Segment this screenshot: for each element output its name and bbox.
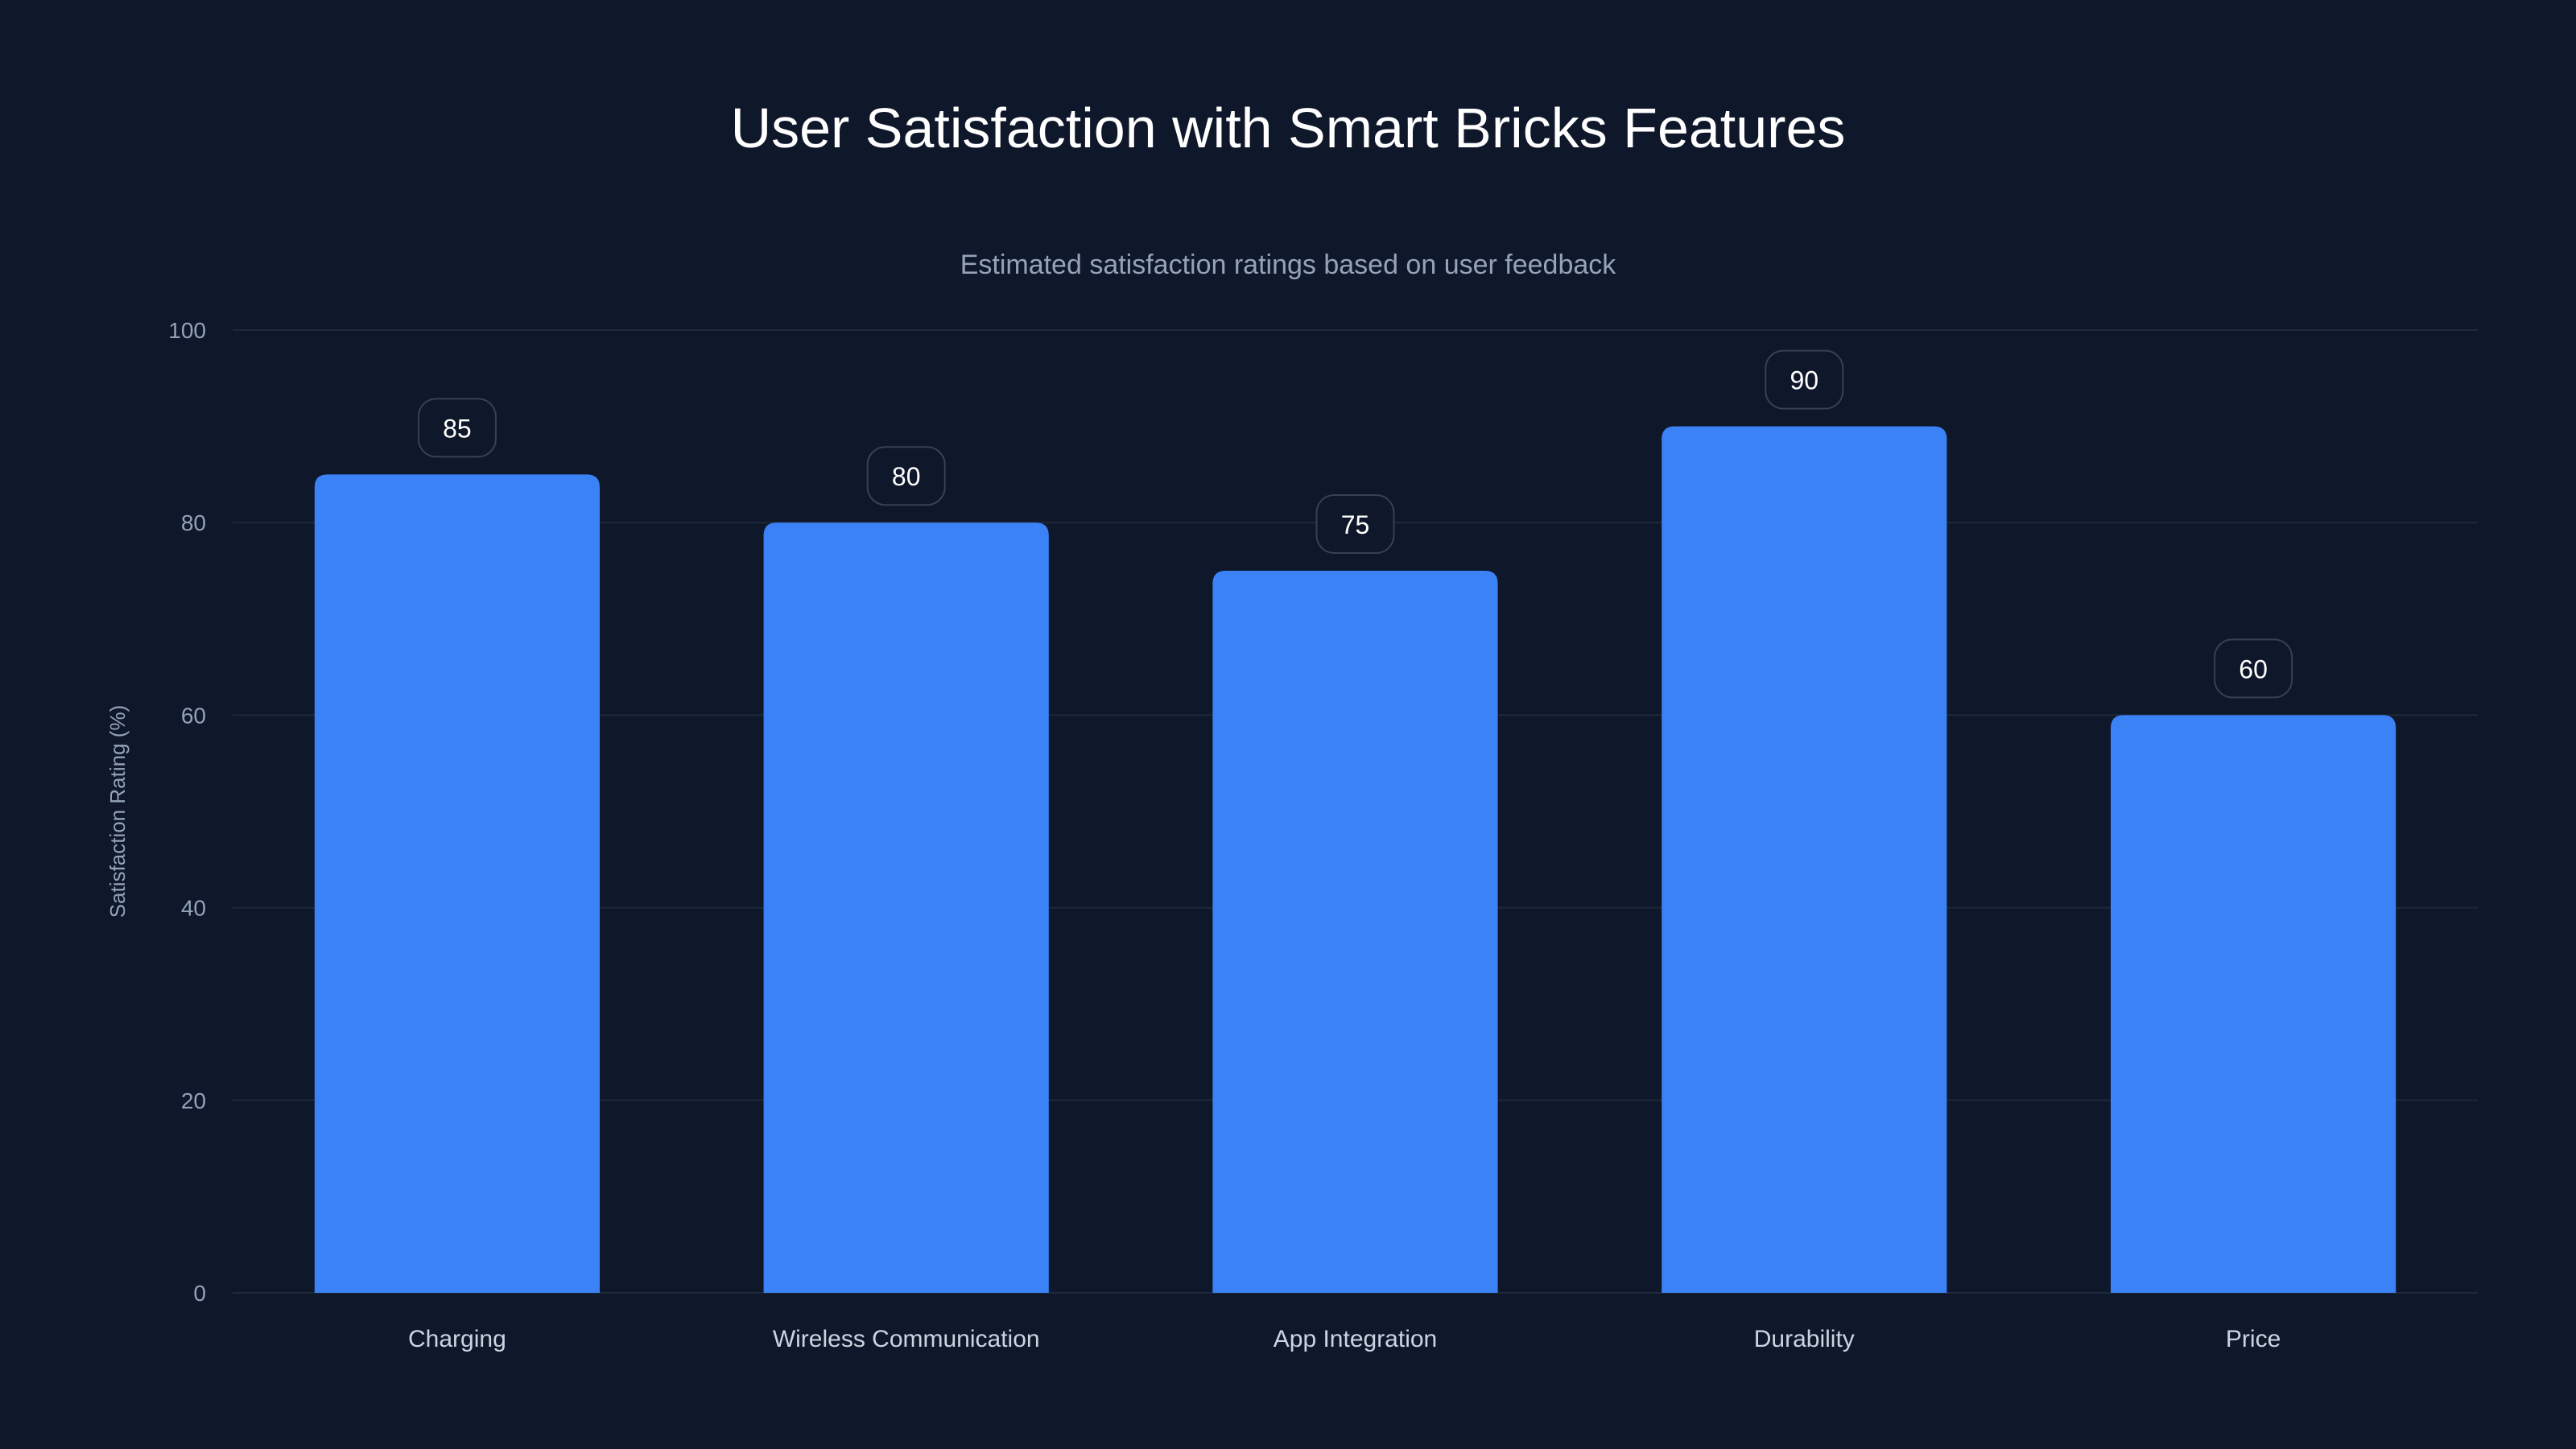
- chart-title: User Satisfaction with Smart Bricks Feat…: [731, 97, 1846, 159]
- y-axis-label: Satisfaction Rating (%): [105, 705, 130, 918]
- x-tick-label: Wireless Communication: [773, 1326, 1040, 1352]
- bar-group: 90 Durability: [1662, 349, 1947, 1352]
- bar: [763, 522, 1049, 1293]
- data-label-box: [1765, 349, 1844, 410]
- bar: [1212, 571, 1498, 1293]
- data-label: 90: [1790, 366, 1819, 395]
- data-label: 85: [443, 414, 472, 443]
- x-tick-label: Price: [2226, 1326, 2281, 1352]
- y-tick-label: 80: [181, 510, 206, 535]
- data-label: 60: [2239, 654, 2268, 683]
- y-tick-label: 20: [181, 1088, 206, 1113]
- y-tick-label: 40: [181, 896, 206, 921]
- x-tick-label: Durability: [1754, 1326, 1855, 1352]
- data-label: 75: [1341, 510, 1370, 539]
- bar-group: 80 Wireless Communication: [763, 446, 1049, 1352]
- bar-group: 85 Charging: [314, 398, 601, 1352]
- x-tick-label: App Integration: [1274, 1326, 1437, 1352]
- data-label: 80: [892, 462, 921, 491]
- y-tick-label: 60: [181, 703, 206, 728]
- x-tick-label: Charging: [408, 1326, 506, 1352]
- chart-subtitle: Estimated satisfaction ratings based on …: [960, 250, 1617, 280]
- data-label-box: [417, 398, 497, 458]
- data-label-box: [1315, 494, 1395, 554]
- y-tick-label: 0: [193, 1281, 206, 1306]
- data-label-box: [866, 446, 946, 506]
- bar: [1662, 426, 1947, 1293]
- y-tick-label: 100: [168, 318, 206, 343]
- data-label-box: [2214, 638, 2293, 699]
- bar: [2110, 715, 2396, 1293]
- bar-group: 75 App Integration: [1212, 494, 1498, 1352]
- bar: [314, 474, 601, 1293]
- bar-group: 60 Price: [2110, 638, 2396, 1352]
